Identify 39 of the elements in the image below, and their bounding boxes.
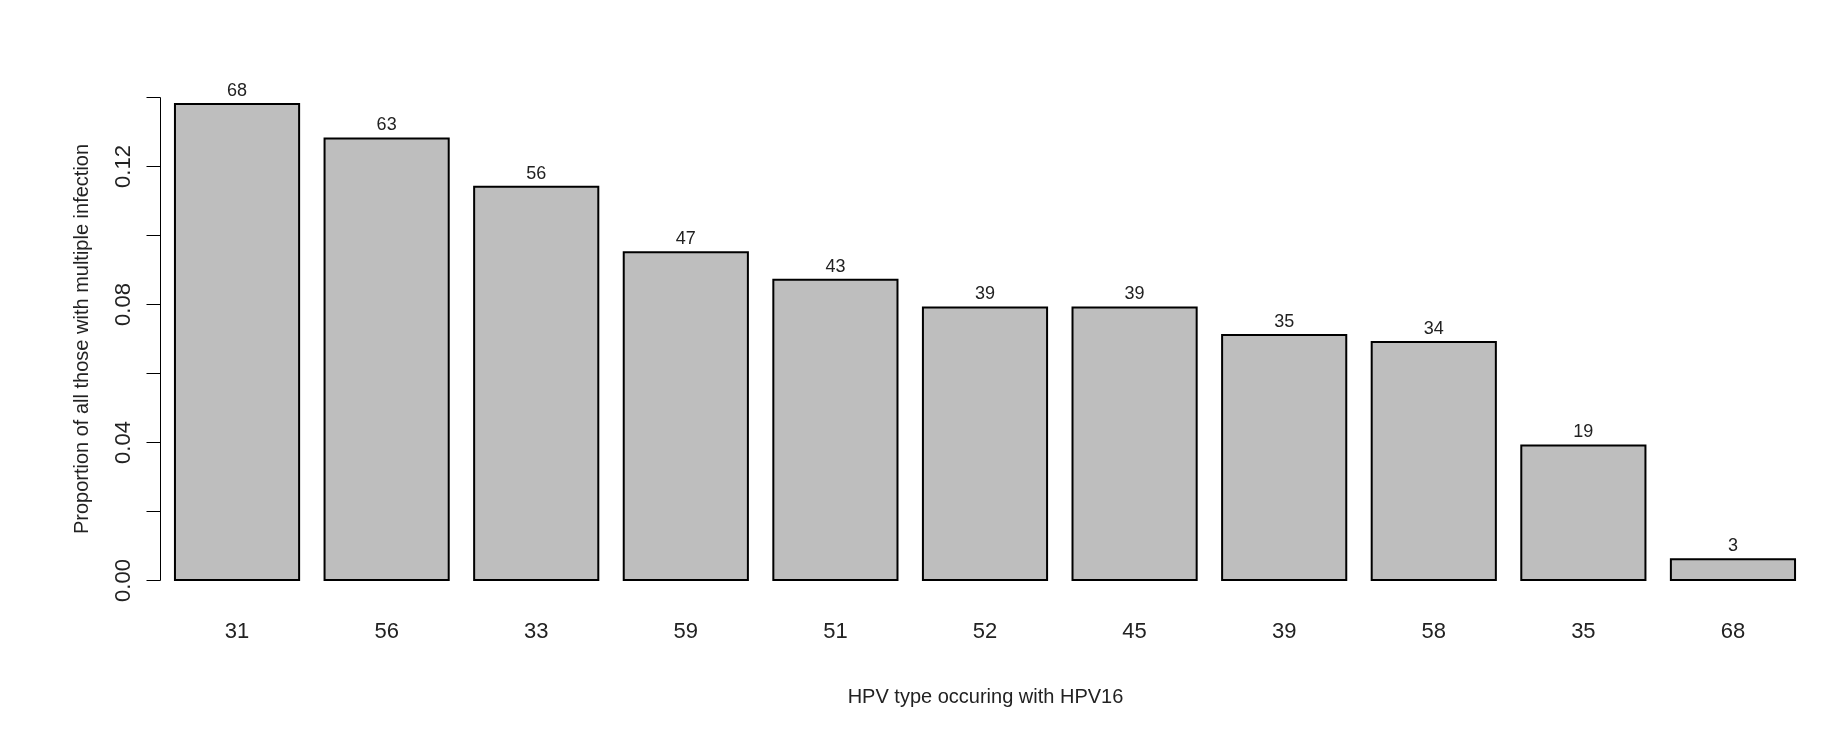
annotation: 19 bbox=[1573, 421, 1594, 442]
x-tick-label: 51 bbox=[823, 617, 848, 643]
bar bbox=[1669, 558, 1797, 581]
y-tick-label: 0.00 bbox=[109, 559, 135, 602]
y-tick-label: 0.12 bbox=[109, 145, 135, 188]
x-tick-label: 31 bbox=[224, 617, 250, 643]
x-tick-label: 68 bbox=[1720, 617, 1746, 643]
x-tick-label: 58 bbox=[1421, 617, 1447, 643]
annotation: 56 bbox=[526, 162, 547, 183]
annotation: 47 bbox=[675, 228, 696, 249]
bar bbox=[772, 278, 899, 581]
y-tick-label: 0.04 bbox=[109, 421, 135, 464]
annotation: 43 bbox=[825, 255, 846, 276]
x-axis-title: HPV type occuring with HPV16 bbox=[847, 684, 1124, 707]
y-axis-title: Proportion of all those with multiple infection bbox=[69, 143, 92, 535]
x-tick-label: 39 bbox=[1271, 617, 1297, 643]
bar bbox=[1071, 306, 1198, 581]
bar bbox=[1221, 334, 1348, 581]
bar bbox=[921, 306, 1049, 581]
bar bbox=[323, 137, 450, 581]
annotation: 39 bbox=[1124, 283, 1145, 304]
bar bbox=[622, 251, 749, 581]
bar bbox=[173, 102, 301, 581]
annotation: 3 bbox=[1727, 535, 1738, 556]
x-tick-label: 56 bbox=[374, 617, 399, 643]
x-tick-label: 35 bbox=[1571, 617, 1596, 643]
annotation: 39 bbox=[974, 283, 996, 304]
x-tick-label: 52 bbox=[972, 617, 998, 643]
annotation: 35 bbox=[1274, 311, 1295, 332]
annotation: 34 bbox=[1423, 317, 1444, 338]
x-tick-label: 45 bbox=[1122, 617, 1147, 643]
x-tick-label: 59 bbox=[673, 617, 699, 643]
y-tick-label: 0.08 bbox=[109, 283, 135, 326]
bar bbox=[473, 185, 600, 581]
annotation: 68 bbox=[227, 79, 248, 100]
annotation: 63 bbox=[376, 114, 397, 135]
x-tick-label: 33 bbox=[523, 617, 549, 643]
bar bbox=[1520, 444, 1647, 581]
bar bbox=[1370, 340, 1497, 581]
